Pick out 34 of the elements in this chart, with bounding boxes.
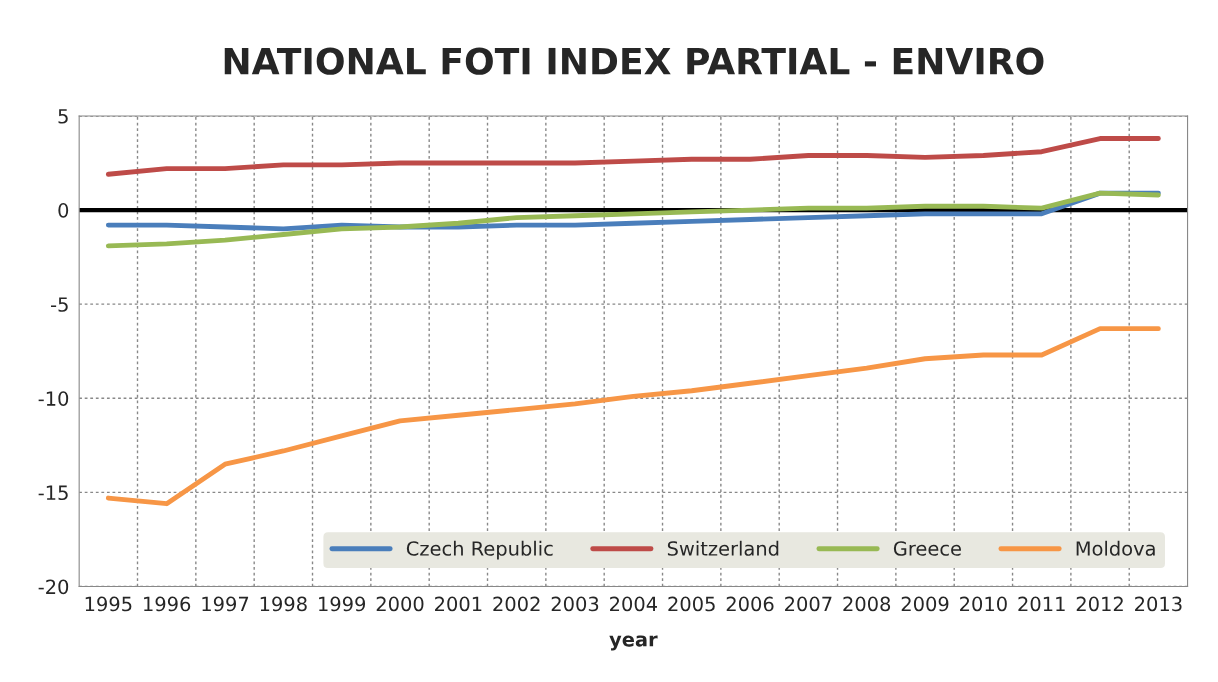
x-tick-label: 2006	[726, 596, 774, 612]
x-tick-label: 2008	[843, 596, 891, 612]
chart-title: NATIONAL FOTI INDEX PARTIAL - ENVIRO	[224, 47, 1044, 75]
x-tick-label: 2004	[610, 596, 658, 612]
legend-label: Greece	[893, 541, 961, 556]
x-tick-label: 2011	[1018, 596, 1065, 612]
x-tick-label: 1996	[144, 596, 191, 612]
x-tick-label: 2010	[960, 596, 1007, 612]
y-tick-label: -15	[38, 485, 68, 501]
x-tick-label: 1997	[202, 596, 249, 612]
x-tick-label: 1999	[319, 596, 366, 612]
y-tick-label: -10	[38, 391, 69, 406]
y-tick-label: -20	[38, 579, 69, 595]
x-tick-label: 2003	[551, 596, 599, 612]
line-series	[105, 190, 1161, 249]
x-tick-label: 1995	[85, 596, 132, 612]
x-tick-label: 2007	[785, 596, 832, 612]
line-series	[105, 326, 1161, 507]
x-tick-label: 2012	[1076, 596, 1123, 612]
y-tick-label: 5	[58, 109, 68, 124]
x-tick-label: 2002	[493, 596, 540, 612]
x-tick-label: 2000	[376, 596, 424, 612]
legend-label: Czech Republic	[406, 540, 553, 560]
x-tick-label: 2013	[1135, 596, 1182, 612]
line-series	[105, 136, 1161, 177]
x-tick-label: 2001	[435, 596, 482, 612]
y-tick-label: 0	[58, 203, 69, 218]
legend-label: Switzerland	[667, 540, 779, 556]
x-tick-label: 2005	[668, 596, 715, 612]
x-tick-label: 2009	[901, 596, 949, 612]
x-tick-label: 1998	[260, 596, 307, 612]
legend-label: Moldova	[1076, 540, 1155, 556]
x-axis-title: year	[609, 635, 658, 651]
y-tick-label: -5	[51, 297, 68, 312]
